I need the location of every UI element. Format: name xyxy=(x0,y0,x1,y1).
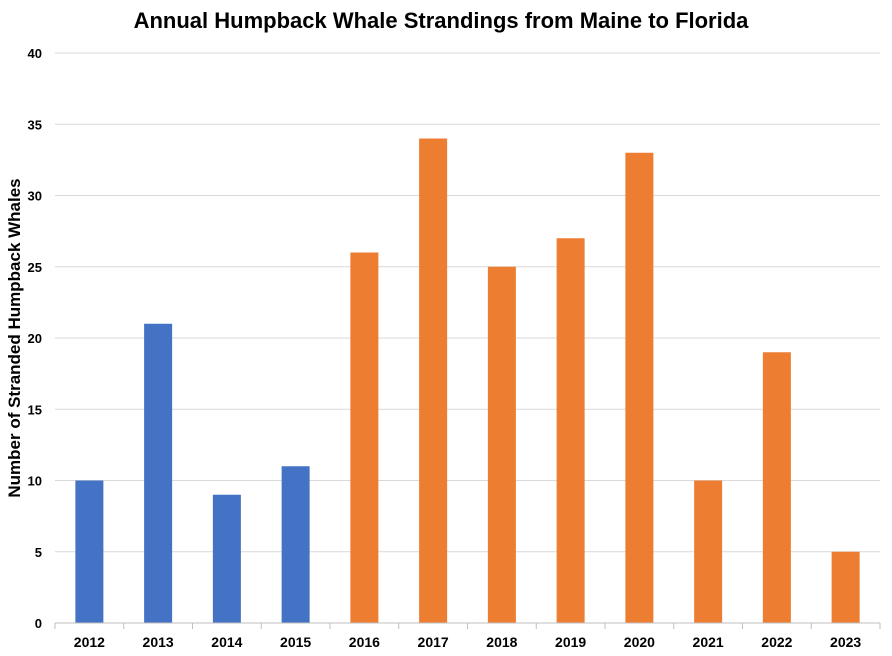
bar-2012 xyxy=(75,480,104,623)
x-tick-label: 2019 xyxy=(555,634,586,650)
x-tick-label: 2020 xyxy=(624,634,655,650)
y-axis-label: Number of Stranded Humpback Whales xyxy=(5,178,24,497)
bar-2022 xyxy=(762,352,791,623)
chart-title: Annual Humpback Whale Strandings from Ma… xyxy=(133,8,749,33)
bar-2019 xyxy=(556,238,585,623)
bar-2018 xyxy=(487,266,516,623)
axes: 0 5 10 15 20 25 30 35 40 2012 2013 2014 2015 2016 2017… xyxy=(28,46,881,650)
y-tick-label: 10 xyxy=(28,474,42,489)
gridlines xyxy=(55,52,880,553)
y-tick-label: 20 xyxy=(28,331,42,346)
x-tick-label: 2013 xyxy=(143,634,174,650)
y-tick-label: 30 xyxy=(28,189,42,204)
y-tick-label: 15 xyxy=(28,402,42,417)
x-tick-label: 2017 xyxy=(418,634,449,650)
y-tick-label: 25 xyxy=(28,260,42,275)
x-tick-label: 2021 xyxy=(693,634,724,650)
x-tick-label: 2016 xyxy=(349,634,380,650)
bar-2014 xyxy=(212,494,241,623)
x-tick-label: 2023 xyxy=(830,634,861,650)
bar-2020 xyxy=(625,152,654,623)
x-tick-label: 2015 xyxy=(280,634,311,650)
x-tick-label: 2014 xyxy=(211,634,242,650)
x-tick-label: 2022 xyxy=(761,634,792,650)
y-tick-label: 5 xyxy=(35,545,42,560)
bar-2016 xyxy=(350,252,379,623)
bar-2017 xyxy=(419,138,448,623)
x-tick-label: 2012 xyxy=(74,634,105,650)
y-tick-label: 0 xyxy=(35,616,42,631)
bar-2015 xyxy=(281,466,310,623)
bars xyxy=(75,138,860,623)
bar-2023 xyxy=(831,551,860,623)
y-tick-label: 40 xyxy=(28,46,42,61)
y-tick-label: 35 xyxy=(28,117,42,132)
bar-2013 xyxy=(144,323,173,623)
bar-2021 xyxy=(694,480,723,623)
x-tick-label: 2018 xyxy=(486,634,517,650)
